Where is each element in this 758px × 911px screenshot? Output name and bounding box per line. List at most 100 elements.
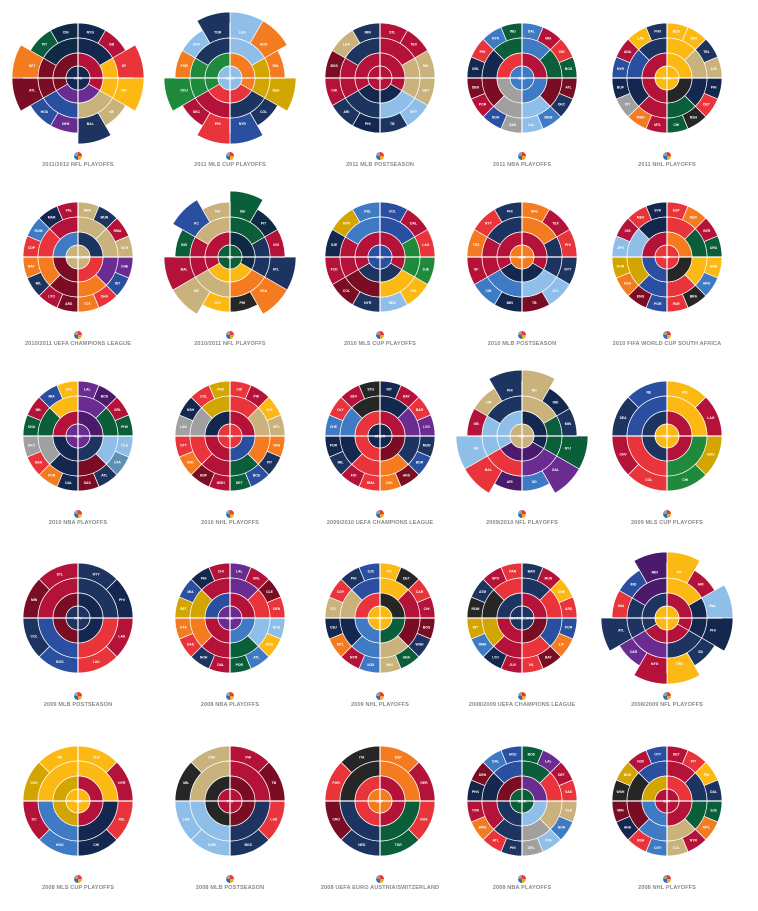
team-label: SJE: [423, 267, 430, 271]
team-label: BOS: [101, 395, 109, 399]
team-label: ARI: [698, 583, 704, 587]
team-label: GER: [420, 781, 428, 785]
chart-caption: 2008 NBA PLAYOFFS: [200, 702, 260, 708]
bracket-wheel-card: PIT DET CAR CHI BOS WSH ANA VAN NJD NYR MTL CBJ STL C…: [310, 548, 450, 718]
team-label: MIL: [423, 64, 429, 68]
team-label: KOR: [617, 264, 625, 268]
team-label: SVK: [654, 209, 662, 213]
team-label: HOU: [56, 843, 64, 847]
league-logo-icon: [663, 152, 671, 160]
team-label: POR: [180, 64, 188, 68]
team-label: SPO: [492, 577, 500, 581]
team-label: RMA: [114, 229, 122, 233]
team-label: TB: [532, 301, 537, 305]
team-label: WSH: [637, 116, 645, 120]
league-logo-icon: [74, 510, 82, 518]
team-label: CBJ: [330, 625, 337, 629]
team-label: ATL: [492, 839, 498, 843]
team-label: COL: [343, 289, 350, 293]
team-label: MIN: [652, 570, 659, 574]
team-label: POR: [48, 474, 56, 478]
team-label: DAL: [552, 468, 559, 472]
chart-caption: 2008 NHL PLAYOFFS: [638, 885, 696, 891]
bracket-wheel-card: DAL MIA CHI BOS ATL OKC MEM LAL SAS NOH POR DEN ORL P…: [452, 8, 592, 178]
team-label: TB: [272, 781, 277, 785]
team-label: PHI: [711, 85, 717, 89]
team-label: MIL: [36, 282, 42, 286]
team-label: TEX: [552, 222, 559, 226]
team-label: MIN: [31, 598, 38, 602]
bracket-wheel-card: NYGGBSFNONEBALDENHOUATLDETPITCINNYG 2011/…: [8, 8, 148, 178]
team-label: CHI: [625, 229, 631, 233]
chart-caption: 2010 MLB POSTSEASON: [487, 341, 557, 347]
team-label: PHI: [704, 773, 710, 777]
team-label: CHI: [424, 607, 430, 611]
chart-caption: 2008/2009 NFL PLAYOFFS: [631, 702, 703, 708]
chart-caption: 2011/2012 NFL PLAYOFFS: [42, 162, 114, 168]
team-label: ESP: [395, 755, 403, 759]
team-label: PHX: [654, 30, 662, 34]
team-label: CHV: [193, 43, 201, 47]
league-logo-icon: [376, 152, 384, 160]
team-label: ATL: [273, 267, 279, 271]
team-label: LAA: [343, 43, 351, 47]
team-label: CLE: [266, 590, 274, 594]
team-label: SJE: [331, 243, 338, 247]
team-label: CGY: [337, 590, 345, 594]
team-label: DET: [29, 64, 37, 68]
team-label: POR: [332, 781, 340, 785]
team-label: LAL: [528, 123, 535, 127]
league-logo-icon: [518, 331, 526, 339]
team-label: GB: [240, 209, 246, 213]
team-label: MIA: [187, 590, 194, 594]
team-label: PHI: [215, 122, 221, 126]
bracket-wheel-chart: LAGHOURSLSEACOLNYRPHISKCDCUPORCHVTORLAG: [163, 11, 297, 145]
team-label: DCU: [180, 88, 188, 92]
team-label: LYO: [423, 425, 430, 429]
league-logo-icon: [518, 692, 526, 700]
team-label: TOT: [84, 302, 92, 306]
league-logo-icon: [663, 331, 671, 339]
team-label: MEX: [637, 216, 645, 220]
team-label: ESP: [673, 209, 681, 213]
bracket-wheel-card: BAR MUN RMA SCH CHE INT SHA TOT ARS LYO MIL BAY COP R…: [8, 187, 148, 357]
chart-caption: 2008 MLB POSTSEASON: [195, 885, 265, 891]
team-label: LAD: [93, 660, 101, 664]
team-label: BOS: [528, 753, 536, 757]
team-label: LAK: [637, 37, 645, 41]
team-label: BAL: [87, 122, 94, 126]
team-label: HOU: [266, 643, 274, 647]
team-label: ANA: [624, 50, 632, 54]
team-label: COL: [31, 634, 38, 638]
team-label: CHI: [273, 243, 279, 247]
team-label: NJD: [187, 461, 194, 465]
team-label: RSL: [272, 64, 279, 68]
team-label: HOU: [707, 452, 715, 456]
team-label: PAR: [673, 302, 680, 306]
team-label: DET: [703, 103, 711, 107]
team-label: NOH: [492, 116, 500, 120]
team-label: BAL: [709, 604, 716, 608]
team-label: ATL: [253, 656, 259, 660]
chart-caption: 2008 NBA PLAYOFFS: [492, 885, 552, 891]
team-label: SAS: [565, 790, 573, 794]
bracket-wheel-chart: NYGGBSFNONEBALDENHOUATLDETPITCINNYG: [11, 22, 145, 145]
team-label: DEN: [479, 773, 487, 777]
team-label: PHI: [239, 301, 245, 305]
team-label: STL: [330, 607, 336, 611]
team-label: MTL: [337, 643, 344, 647]
team-label: CHW: [208, 843, 217, 847]
team-label: PHI: [510, 846, 516, 850]
team-label: PHI: [201, 577, 207, 581]
team-label: CSK: [386, 481, 394, 485]
team-label: NO: [121, 88, 126, 92]
league-logo-icon: [376, 875, 384, 883]
bracket-wheel-card: LAL BOS ORL PHX CLE UTA ATL SAS DAL POR DEN OKC CHA M…: [8, 366, 148, 536]
chart-caption: 2009/2010 NFL PLAYOFFS: [486, 520, 558, 526]
bracket-wheel-chart: BAR MUN CHE ARS POR LIV BAY VIL JUV LYO RMA INT ROM A…: [466, 562, 578, 674]
bracket-wheel-card: RSLLAGHOUCHICOLCHVSEANERSL2009 MLS CUP P…: [597, 366, 737, 536]
team-label: SAS: [509, 123, 517, 127]
team-label: BOS: [624, 773, 632, 777]
team-label: NYR: [364, 301, 372, 305]
team-label: PHI: [365, 122, 371, 126]
